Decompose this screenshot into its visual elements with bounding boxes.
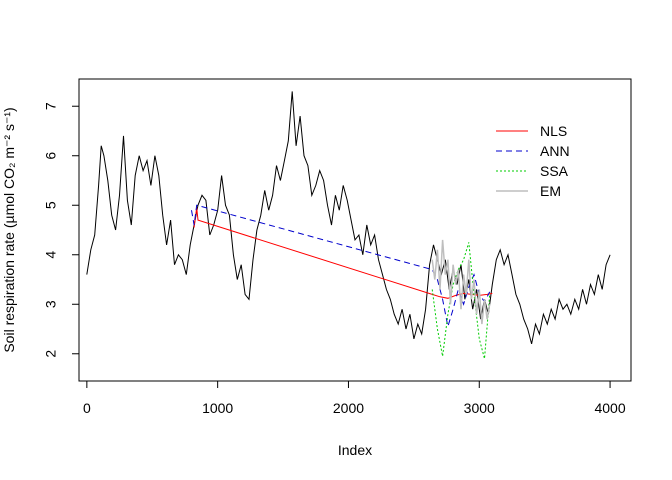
y-tick-label: 3 xyxy=(43,300,59,308)
series-line-ssa xyxy=(431,242,491,359)
y-tick-label: 5 xyxy=(43,201,59,209)
legend-label-ssa: SSA xyxy=(540,163,569,179)
x-axis-label: Index xyxy=(338,442,372,458)
legend-label-nls: NLS xyxy=(540,123,567,139)
x-axis: 0 1000 2000 3000 4000 xyxy=(83,380,626,416)
x-tick-label: 2000 xyxy=(333,400,364,416)
y-tick-label: 6 xyxy=(43,152,59,160)
legend-label-em: EM xyxy=(540,183,561,199)
y-axis: 2 3 4 5 6 7 xyxy=(43,102,80,358)
y-tick-label: 7 xyxy=(43,102,59,110)
x-tick-label: 0 xyxy=(83,400,91,416)
series-line-observed xyxy=(86,91,611,345)
legend-label-ann: ANN xyxy=(540,143,570,159)
y-tick-label: 4 xyxy=(43,251,59,259)
x-tick-label: 1000 xyxy=(202,400,233,416)
y-tick-label: 2 xyxy=(43,350,59,358)
x-tick-label: 3000 xyxy=(464,400,495,416)
series-line-nls xyxy=(193,207,493,299)
x-tick-label: 4000 xyxy=(594,400,625,416)
series-layer xyxy=(86,91,611,359)
y-axis-label: Soil respiration rate (µmol CO₂ m⁻² s⁻¹) xyxy=(1,107,17,352)
series-line-em xyxy=(431,239,491,325)
legend: NLS ANN SSA EM xyxy=(496,123,570,199)
